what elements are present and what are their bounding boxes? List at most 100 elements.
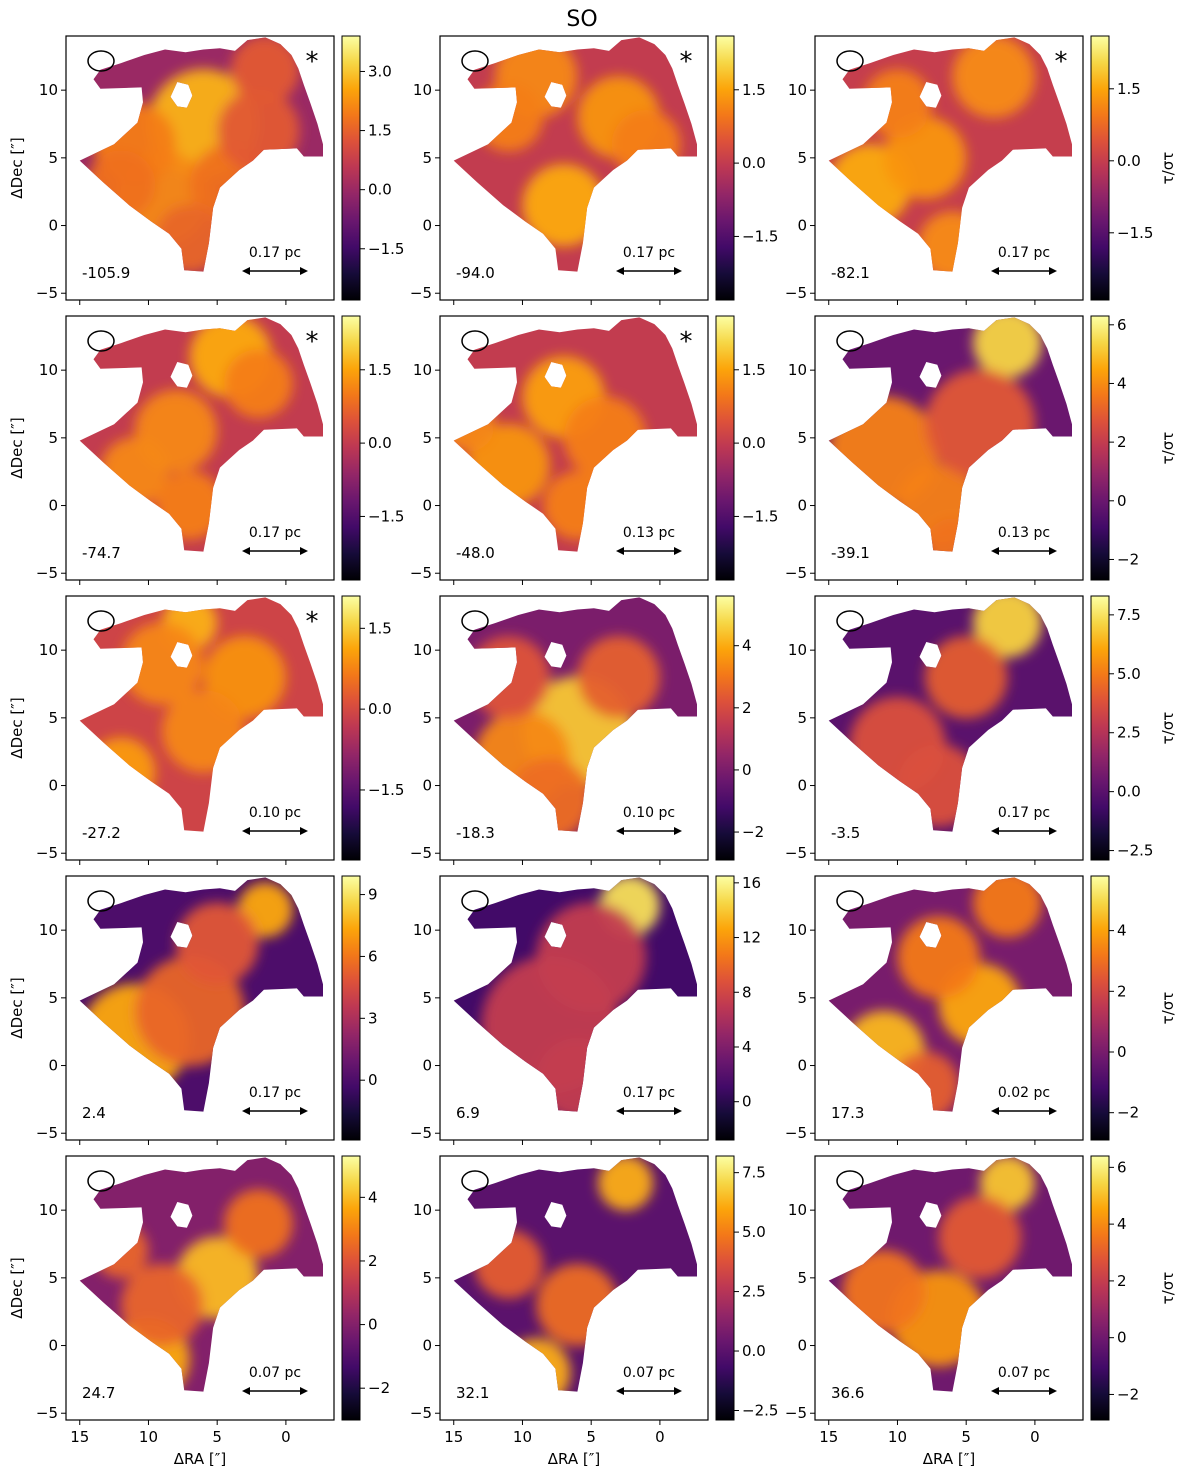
colorbar-gradient [341, 595, 361, 861]
colorbar-label: τ/στ [1159, 432, 1177, 465]
x-tick-label: 5 [212, 1428, 222, 1446]
y-tick-label: 5 [422, 709, 432, 727]
axes-frame [439, 315, 709, 581]
y-tick-label: 5 [797, 989, 807, 1007]
colorbar-tick-label: 2 [742, 699, 752, 717]
beam-ellipse [87, 890, 115, 912]
velocity-label: -94.0 [456, 264, 495, 282]
colorbar-tick-label: 3.0 [368, 62, 392, 80]
colorbar-tick-label: 0.0 [368, 181, 392, 199]
colorbar-gradient [341, 35, 361, 301]
scale-bar-arrows [616, 1107, 682, 1115]
axes-frame [65, 875, 335, 1141]
significance-flag: * [306, 327, 319, 357]
colorbar-gradient [715, 315, 735, 581]
y-axis-label: ΔDec [″] [8, 417, 26, 478]
axes-frame [439, 595, 709, 861]
y-tick-label: 5 [797, 1269, 807, 1287]
scale-bar-label: 0.10 pc [623, 805, 675, 821]
scale-bar-label: 0.17 pc [998, 245, 1050, 261]
x-tick-label: 10 [888, 1428, 907, 1446]
beam-ellipse [87, 50, 115, 72]
colorbar-tick-label: 0 [368, 1071, 378, 1089]
colorbar-label: τ/στ [1159, 712, 1177, 745]
y-tick-label: 0 [422, 1057, 432, 1075]
x-axis-label: ΔRA [″] [923, 1450, 975, 1468]
x-tick-label: 10 [139, 1428, 158, 1446]
velocity-label: 36.6 [831, 1384, 864, 1402]
x-tick-label: 0 [1030, 1428, 1040, 1446]
colorbar-tick-label: −2 [1117, 550, 1139, 568]
colorbar-tick-label: 2 [1117, 982, 1127, 1000]
colorbar-tick-label: 6 [1117, 1158, 1127, 1176]
colorbar-tick-label: 0.0 [1117, 783, 1141, 801]
significance-flag: * [680, 47, 693, 77]
scale-bar-label: 0.10 pc [249, 805, 301, 821]
significance-flag: * [306, 607, 319, 637]
colorbar-tick-label: 3 [368, 1009, 378, 1027]
scale-bar-arrows [991, 267, 1057, 275]
colorbar-gradient [1090, 35, 1110, 301]
y-tick-label: 10 [788, 921, 807, 939]
colorbar-tick-label: 1.5 [368, 361, 392, 379]
velocity-label: -105.9 [82, 264, 130, 282]
axes-frame [814, 35, 1084, 301]
colorbar-tick-label: 0 [742, 761, 752, 779]
y-tick-label: 5 [422, 989, 432, 1007]
y-tick-label: −5 [36, 844, 58, 862]
beam-ellipse [461, 330, 489, 352]
panel: 10 5 0 −5 -39.1 0.13 pc 6 4 2 0 −2 τ/στ [785, 315, 1177, 585]
scale-bar-label: 0.02 pc [998, 1085, 1050, 1101]
scale-bar-arrows [616, 827, 682, 835]
y-tick-label: 10 [788, 81, 807, 99]
colorbar-tick-label: −1.5 [1117, 224, 1153, 242]
velocity-label: -39.1 [831, 544, 870, 562]
significance-flag: * [1055, 47, 1068, 77]
colorbar-tick-label: 1.5 [742, 361, 766, 379]
colorbar-tick-label: 4 [1117, 1215, 1127, 1233]
colorbar-gradient [715, 875, 735, 1141]
scale-bar-label: 0.17 pc [998, 805, 1050, 821]
colorbar-tick-label: 4 [1117, 374, 1127, 392]
y-tick-label: 5 [48, 429, 58, 447]
colorbar-tick-label: 0 [1117, 492, 1127, 510]
y-tick-label: 10 [413, 361, 432, 379]
x-tick-label: 15 [444, 1428, 463, 1446]
axes-frame [439, 35, 709, 301]
scale-bar-label: 0.17 pc [623, 1085, 675, 1101]
colorbar-tick-label: 7.5 [742, 1164, 766, 1182]
velocity-label: 32.1 [456, 1384, 489, 1402]
colorbar-tick-label: 0 [1117, 1329, 1127, 1347]
velocity-label: -27.2 [82, 824, 121, 842]
y-tick-label: 10 [788, 361, 807, 379]
scale-bar-label: 0.17 pc [249, 245, 301, 261]
colorbar-gradient [715, 35, 735, 301]
colorbar-tick-label: 6 [1117, 316, 1127, 334]
axes-frame [814, 315, 1084, 581]
colorbar-tick-label: 12 [742, 929, 761, 947]
colorbar-tick-label: −2.5 [742, 1401, 778, 1419]
panel: 10 5 0 −5 2.4 0.17 pc ΔDec [″] 9 6 3 0 [8, 875, 378, 1145]
x-tick-label: 5 [586, 1428, 596, 1446]
colorbar-label: τ/στ [1159, 992, 1177, 1025]
colorbar-tick-label: 16 [742, 874, 761, 892]
scale-bar-label: 0.07 pc [623, 1365, 675, 1381]
scale-bar-arrows [242, 1387, 308, 1395]
colorbar: 7.5 5.0 2.5 0.0 −2.5 [715, 1155, 778, 1421]
beam-ellipse [461, 1170, 489, 1192]
colorbar: 6 4 2 0 −2 τ/στ [1090, 1155, 1177, 1421]
y-tick-label: −5 [410, 1404, 432, 1422]
colorbar-gradient [341, 1155, 361, 1421]
panel: 10 5 0 −5 * -82.1 0.17 pc 1.5 0.0 −1.5 τ/στ [785, 35, 1177, 305]
colorbar-tick-label: 5.0 [1117, 665, 1141, 683]
y-tick-label: 5 [48, 709, 58, 727]
y-tick-label: −5 [785, 564, 807, 582]
colorbar-tick-label: −1.5 [368, 240, 404, 258]
velocity-label: -82.1 [831, 264, 870, 282]
scale-bar-label: 0.13 pc [998, 525, 1050, 541]
y-tick-label: 5 [48, 1269, 58, 1287]
colorbar: 1.5 0.0 −1.5 [341, 595, 404, 861]
colorbar-tick-label: 5.0 [742, 1223, 766, 1241]
beam-ellipse [461, 610, 489, 632]
x-tick-label: 15 [70, 1428, 89, 1446]
